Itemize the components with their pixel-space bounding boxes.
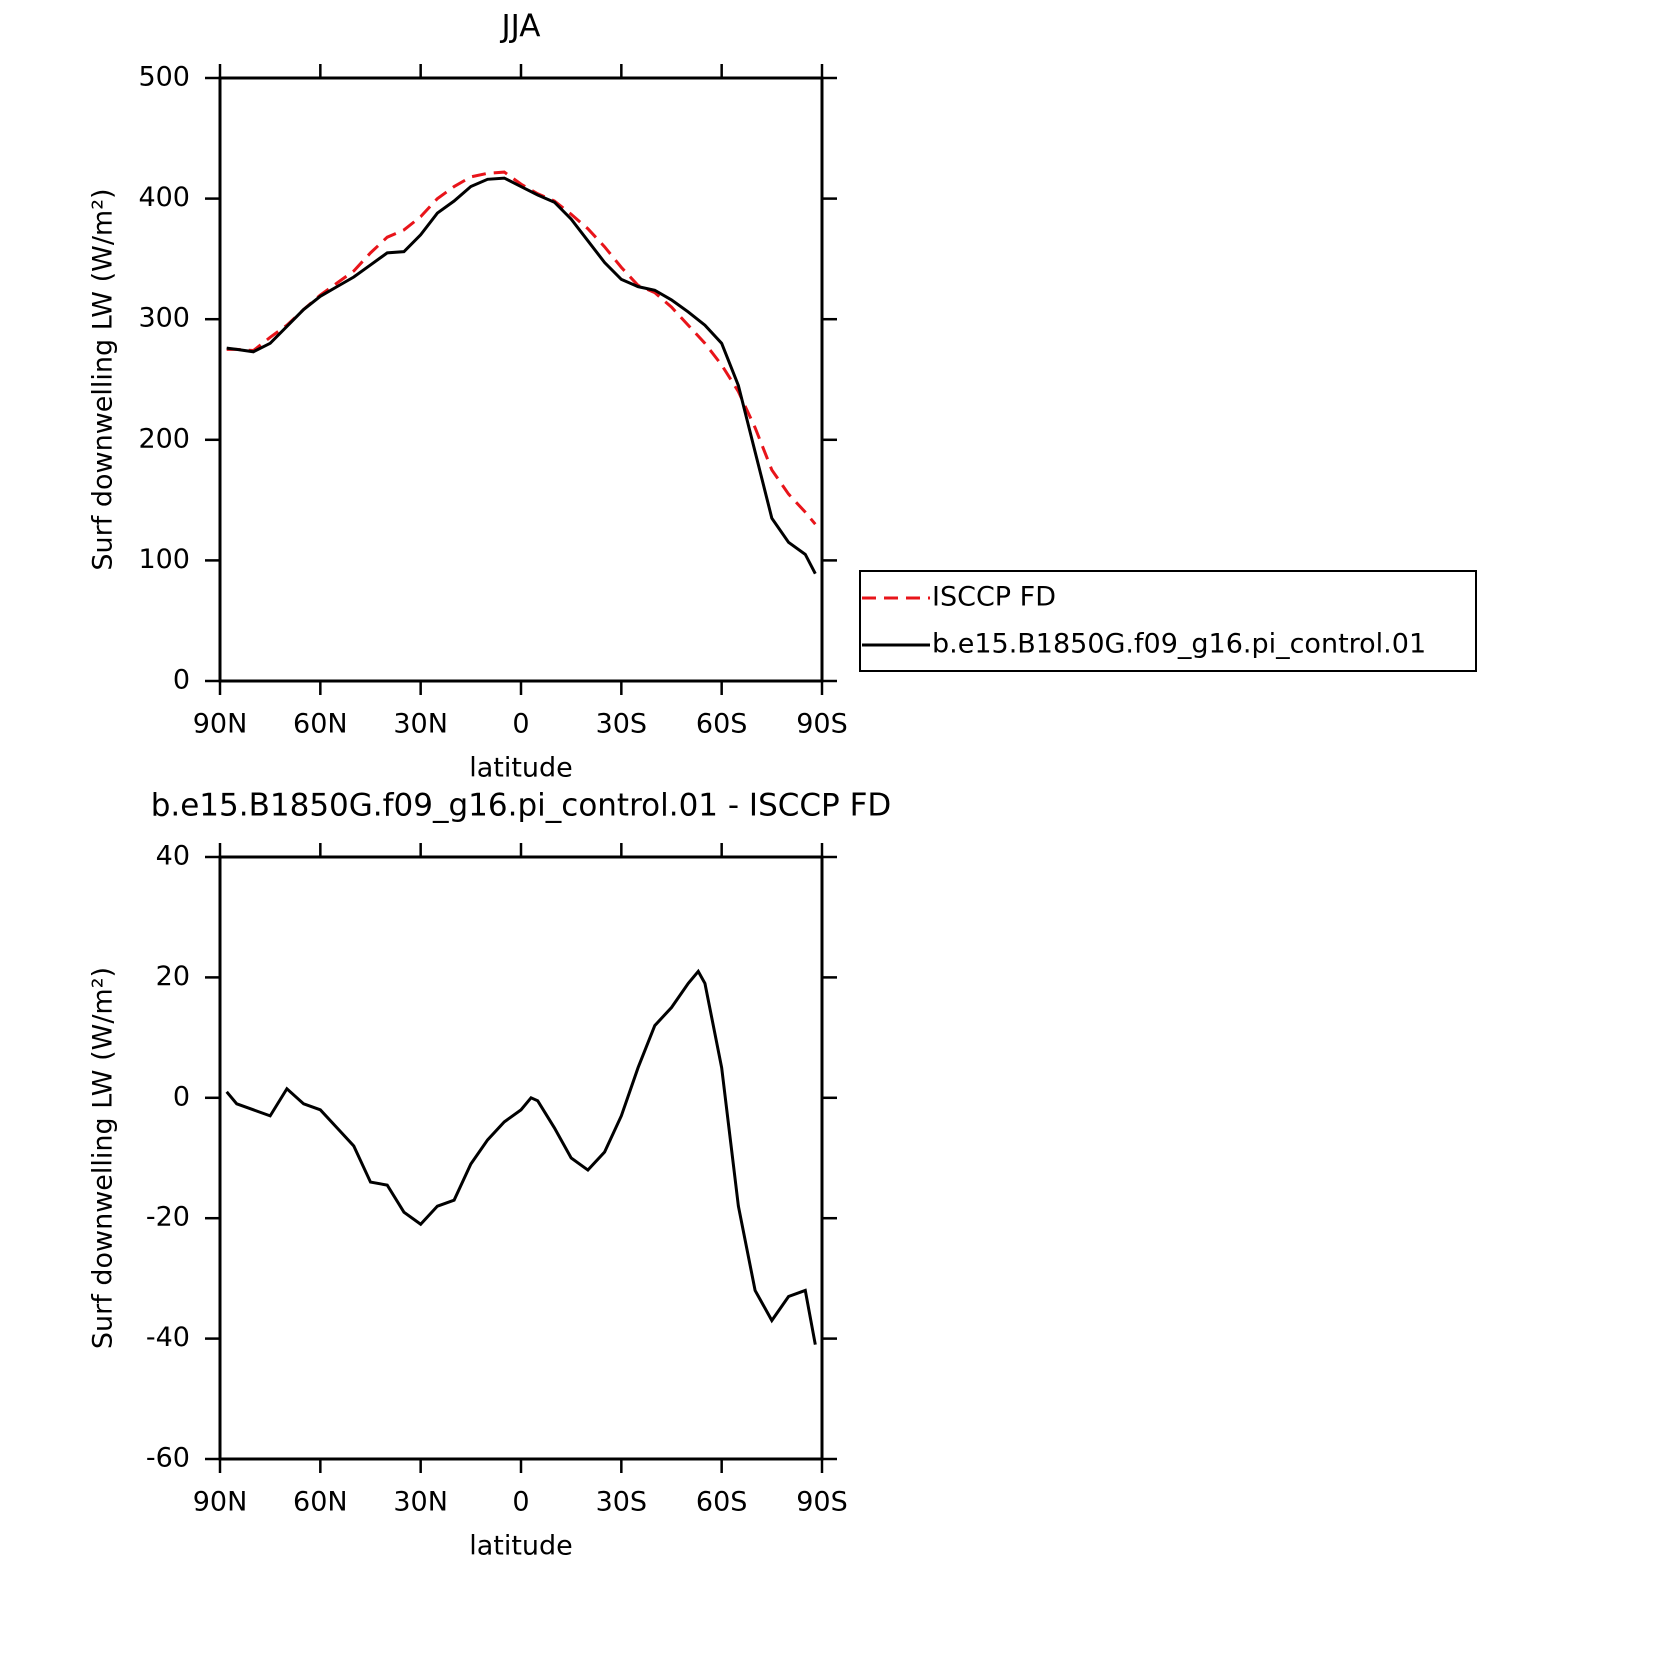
x-tick-label: 90S: [796, 709, 848, 740]
x-tick-label: 30S: [596, 709, 648, 740]
x-tick-label: 30N: [393, 1487, 448, 1518]
y-tick-label: 300: [138, 303, 190, 334]
x-axis-label: latitude: [469, 1531, 573, 1562]
legend-box: [859, 570, 1477, 672]
chart-title: b.e15.B1850G.f09_g16.pi_control.01 - ISC…: [151, 788, 892, 824]
x-tick-label: 30N: [393, 709, 448, 740]
y-axis-label: Surf downwelling LW (W/m²): [88, 967, 119, 1349]
data-line: [226, 170, 817, 526]
x-tick-label: 30S: [596, 1487, 648, 1518]
x-tick-label: 90N: [193, 1487, 248, 1518]
x-tick-label: 90N: [193, 709, 248, 740]
x-tick-label: 0: [512, 709, 529, 740]
x-tick-label: 60N: [293, 1487, 348, 1518]
y-axis-label: Surf downwelling LW (W/m²): [88, 188, 119, 570]
y-tick-label: 400: [138, 182, 190, 213]
x-tick-label: 0: [512, 1487, 529, 1518]
x-tick-label: 90S: [796, 1487, 848, 1518]
data-line: [225, 968, 817, 1345]
data-line: [226, 176, 817, 575]
y-tick-label: -60: [146, 1443, 190, 1474]
x-tick-label: 60S: [696, 1487, 748, 1518]
y-tick-label: 0: [173, 665, 190, 696]
chart-title: JJA: [500, 9, 541, 45]
x-axis-label: latitude: [469, 753, 573, 784]
plot-frame: [218, 76, 824, 683]
y-tick-label: 200: [138, 423, 190, 454]
y-tick-label: 40: [156, 841, 190, 872]
y-tick-label: 0: [173, 1081, 190, 1112]
y-tick-label: 100: [138, 544, 190, 575]
y-tick-label: -20: [146, 1202, 190, 1233]
y-tick-label: 500: [138, 62, 190, 93]
x-tick-label: 60N: [293, 709, 348, 740]
legend-label: b.e15.B1850G.f09_g16.pi_control.01: [932, 629, 1426, 660]
y-tick-label: 20: [156, 961, 190, 992]
x-tick-label: 60S: [696, 709, 748, 740]
y-tick-label: -40: [146, 1322, 190, 1353]
legend-label: ISCCP FD: [932, 582, 1056, 613]
